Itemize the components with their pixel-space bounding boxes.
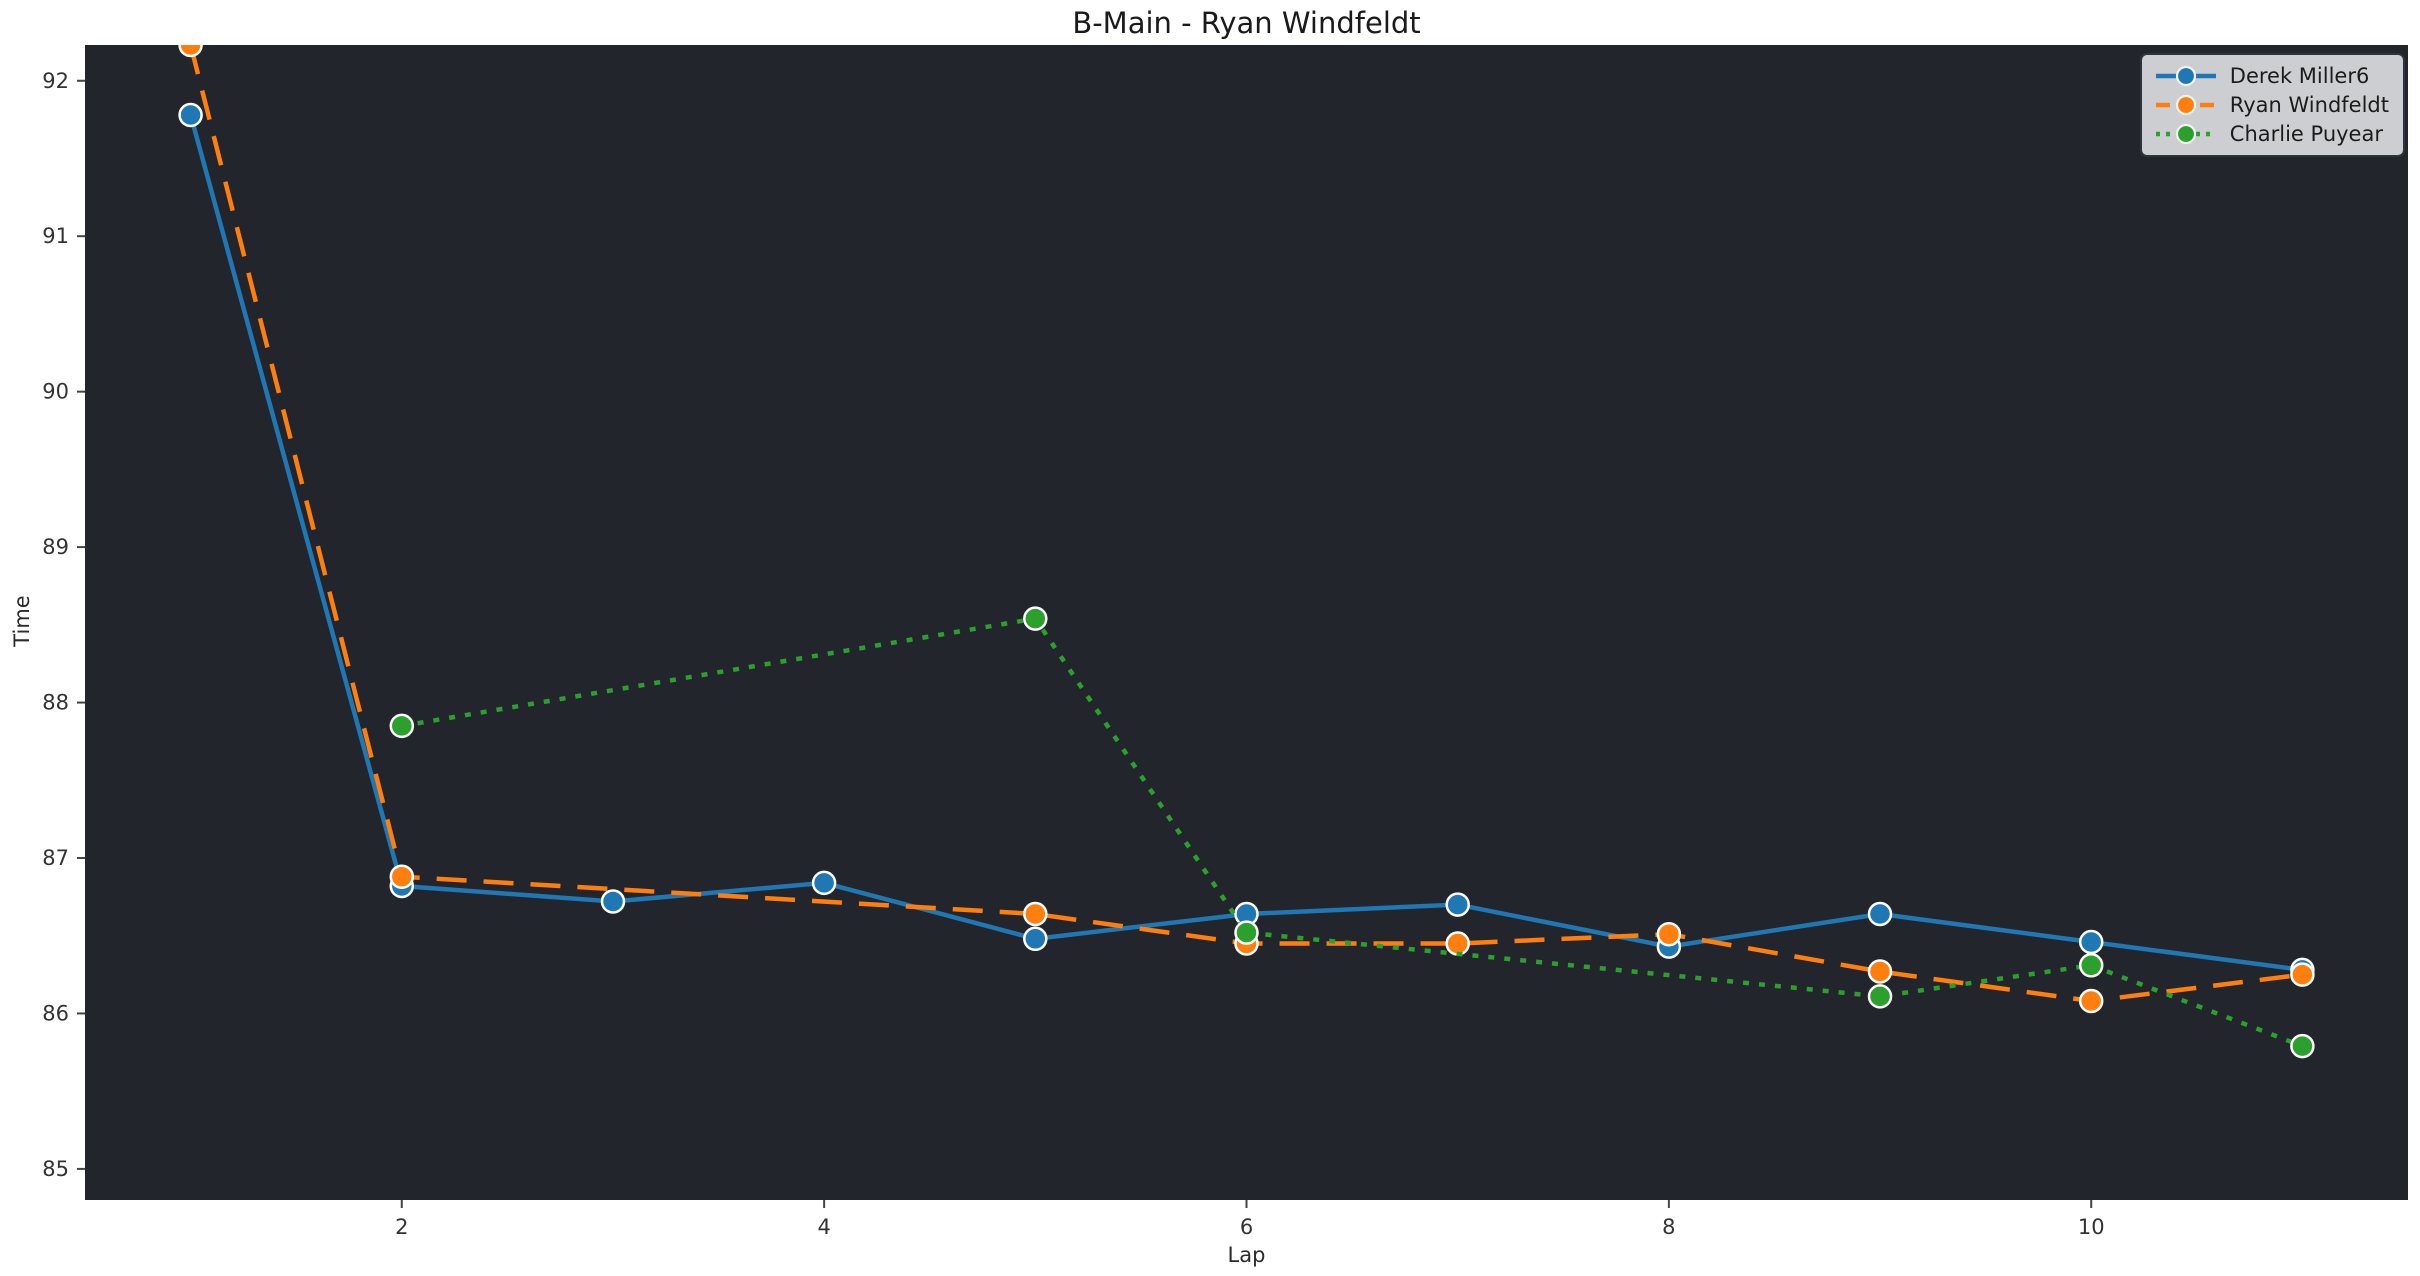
data-point-charlie-puyear bbox=[1023, 606, 1048, 631]
x-tick-label: 4 bbox=[817, 1215, 830, 1239]
legend-label: Derek Miller6 bbox=[2229, 64, 2370, 88]
chart-title: B-Main - Ryan Windfeldt bbox=[1072, 6, 1421, 40]
legend-label: Ryan Windfeldt bbox=[2229, 93, 2389, 117]
legend: Derek Miller6 Ryan Windfeldt Charlie Puyea… bbox=[2139, 53, 2405, 157]
y-axis-label: Time bbox=[10, 595, 34, 647]
y-tick-label: 85 bbox=[42, 1157, 69, 1181]
data-point-charlie-puyear bbox=[2078, 953, 2104, 978]
y-tick-label: 87 bbox=[42, 846, 69, 870]
x-axis-label: Lap bbox=[1227, 1243, 1266, 1267]
data-point-derek-miller6 bbox=[1445, 892, 1470, 917]
data-point-charlie-puyear bbox=[2290, 1033, 2315, 1059]
data-point-derek-miller6 bbox=[178, 102, 203, 128]
axes-background bbox=[85, 45, 2408, 1200]
series-line-charlie-puyear bbox=[401, 616, 2304, 1049]
y-tick-label: 91 bbox=[42, 224, 69, 248]
legend-entry-derek-miller6: Derek Miller6 bbox=[2154, 63, 2389, 89]
y-tick-label: 88 bbox=[42, 691, 69, 715]
data-point-ryan-windfeldt bbox=[1867, 959, 1893, 984]
legend-swatch-icon bbox=[2155, 65, 2216, 87]
x-tick-label: 10 bbox=[2078, 1215, 2105, 1239]
data-point-ryan-windfeldt bbox=[1023, 901, 1048, 927]
legend-swatch-icon bbox=[2155, 123, 2216, 145]
data-point-ryan-windfeldt bbox=[2290, 962, 2315, 987]
legend-entry-ryan-windfeldt: Ryan Windfeldt bbox=[2154, 92, 2389, 118]
y-tick-label: 89 bbox=[42, 535, 69, 559]
legend-label: Charlie Puyear bbox=[2229, 122, 2383, 146]
data-point-derek-miller6 bbox=[1023, 926, 1048, 952]
data-point-charlie-puyear bbox=[1234, 920, 1259, 945]
data-point-ryan-windfeldt bbox=[2078, 988, 2104, 1014]
data-point-charlie-puyear bbox=[389, 713, 415, 739]
data-point-ryan-windfeldt bbox=[1656, 921, 1682, 947]
legend-swatch-icon bbox=[2155, 94, 2216, 116]
data-point-derek-miller6 bbox=[1867, 901, 1893, 927]
data-point-ryan-windfeldt bbox=[389, 864, 415, 889]
data-point-charlie-puyear bbox=[1867, 984, 1893, 1009]
data-point-ryan-windfeldt bbox=[178, 45, 203, 58]
x-tick-label: 2 bbox=[395, 1215, 408, 1239]
x-tick-label: 8 bbox=[1662, 1215, 1675, 1239]
data-point-derek-miller6 bbox=[600, 889, 626, 914]
data-point-derek-miller6 bbox=[2078, 929, 2104, 955]
y-tick-label: 86 bbox=[42, 1001, 69, 1025]
data-point-ryan-windfeldt bbox=[1445, 931, 1470, 956]
y-tick-label: 92 bbox=[42, 69, 69, 93]
legend-entry-charlie-puyear: Charlie Puyear bbox=[2154, 121, 2389, 147]
data-point-derek-miller6 bbox=[811, 870, 837, 896]
y-tick-label: 90 bbox=[42, 380, 69, 404]
x-tick-label: 6 bbox=[1240, 1215, 1253, 1239]
